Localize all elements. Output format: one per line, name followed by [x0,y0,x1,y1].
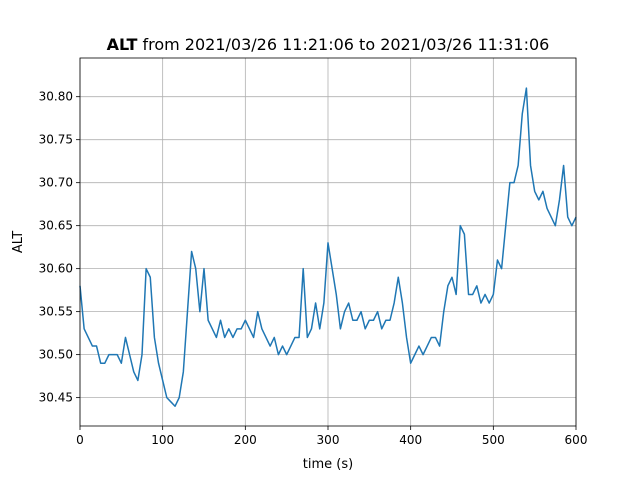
y-tick-label: 30.65 [39,219,73,233]
x-tick-label: 100 [151,433,174,447]
x-tick-label: 200 [234,433,257,447]
x-tick-label: 300 [317,433,340,447]
x-axis-label: time (s) [303,457,353,472]
x-tick-label: 600 [565,433,588,447]
title-rest: from 2021/03/26 11:21:06 to 2021/03/26 1… [142,35,549,54]
y-axis-label: ALT [11,231,26,253]
data-line [79,87,577,407]
y-tick-label: 30.60 [39,262,73,276]
plot-frame [79,57,577,427]
y-tick-label: 30.50 [39,348,73,362]
x-tick-label: 0 [76,433,84,447]
x-tick-label: 400 [399,433,422,447]
chart-title: ALT from 2021/03/26 11:21:06 to 2021/03/2… [107,35,550,54]
y-tick-label: 30.70 [39,176,73,190]
y-tick-label: 30.55 [39,305,73,319]
title-bold: ALT [107,35,138,54]
y-tick-label: 30.45 [39,391,73,405]
y-tick-label: 30.80 [39,90,73,104]
y-tick-label: 30.75 [39,133,73,147]
x-tick-label: 500 [482,433,505,447]
